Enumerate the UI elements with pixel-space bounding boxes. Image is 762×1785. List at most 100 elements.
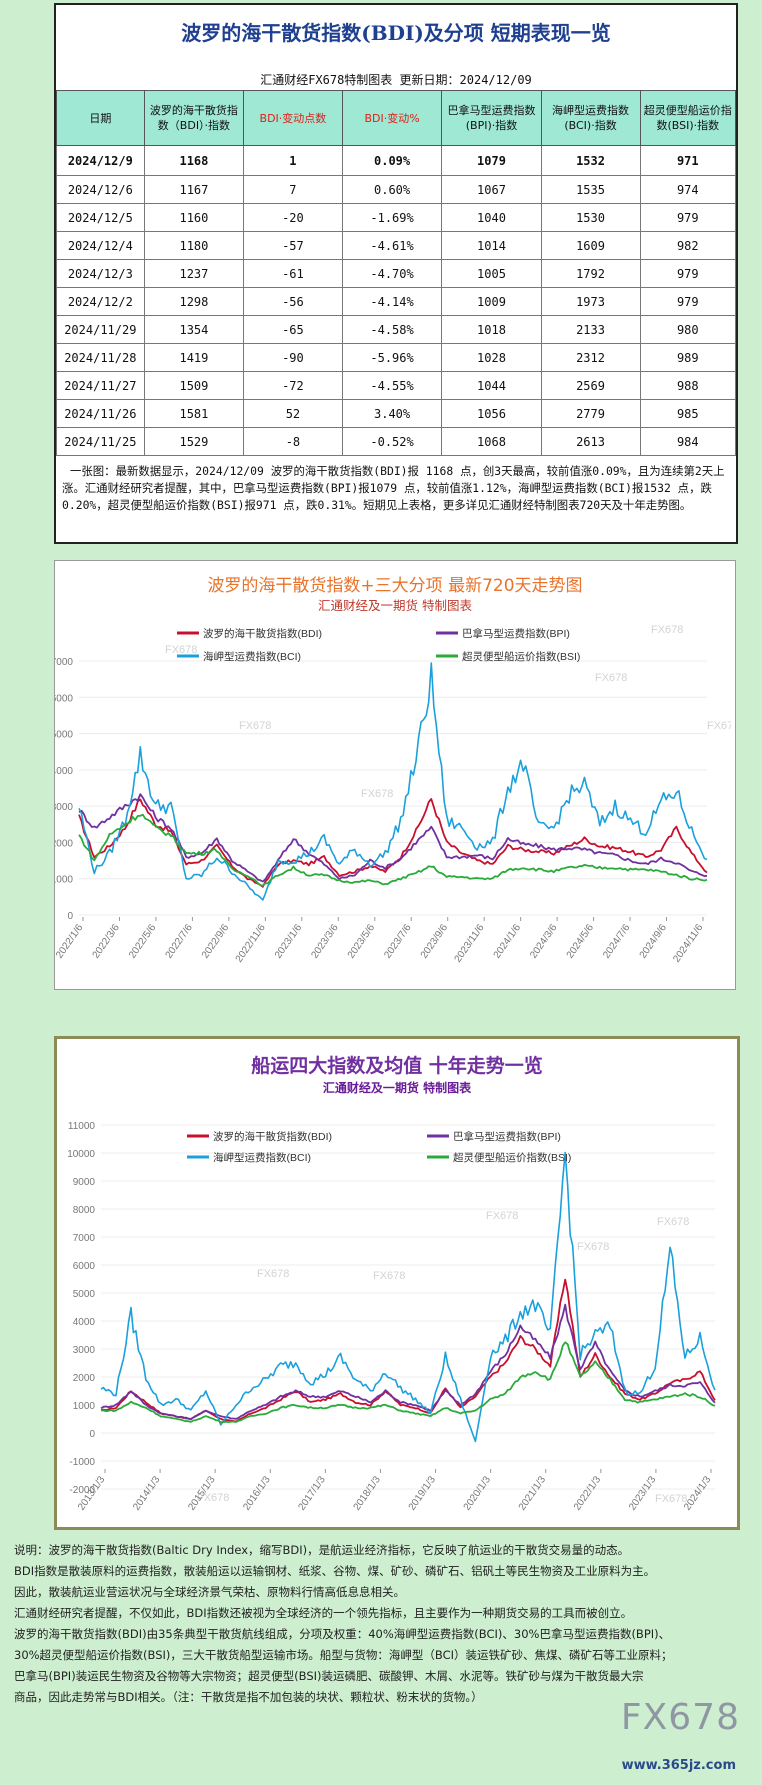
table-cell: 1028 bbox=[441, 343, 542, 372]
y-tick-label: 10000 bbox=[67, 1149, 95, 1160]
table-row: 2024/12/9 1168 1 0.09% 1079 1532 971 bbox=[56, 145, 737, 176]
watermark-text: FX678 bbox=[655, 1493, 687, 1505]
x-tick-label: 2017/1/3 bbox=[296, 1474, 328, 1513]
table-cell: 2024/11/25 bbox=[56, 427, 145, 456]
table-cell: 1079 bbox=[441, 145, 542, 176]
x-tick-label: 2024/5/6 bbox=[565, 922, 597, 961]
x-tick-label: 2024/7/6 bbox=[601, 922, 633, 961]
table-cell: -4.70% bbox=[341, 259, 443, 288]
col-date: 日期 bbox=[56, 90, 145, 146]
x-tick-label: 2022/9/6 bbox=[200, 922, 232, 961]
y-tick-label: 5000 bbox=[55, 730, 73, 741]
table-cell: 1009 bbox=[441, 287, 542, 316]
summary-table-panel: 波罗的海干散货指数(BDI)及分项 短期表现一览 汇通财经FX678特制图表 更… bbox=[54, 3, 738, 544]
x-tick-label: 2018/1/3 bbox=[352, 1474, 384, 1513]
x-tick-label: 2014/1/3 bbox=[131, 1474, 163, 1513]
legend-label: 超灵便型船运价指数(BSI) bbox=[453, 1151, 571, 1164]
watermark-text: FX678 bbox=[651, 624, 683, 636]
table-cell: 3.40% bbox=[341, 399, 443, 428]
y-tick-label: 0 bbox=[89, 1429, 95, 1440]
page-title: 波罗的海干散货指数(BDI)及分项 短期表现一览 bbox=[181, 21, 611, 45]
desc-line: BDI指数是散装原料的运费指数，散装船运以运输钢材、纸浆、谷物、煤、矿砂、磷矿石… bbox=[14, 1564, 656, 1578]
x-tick-label: 2023/5/6 bbox=[346, 922, 378, 961]
x-tick-label: 2023/3/6 bbox=[309, 922, 341, 961]
table-row: 2024/12/5 1160 -20 -1.69% 1040 1530 979 bbox=[56, 203, 737, 232]
legend-label: 波罗的海干散货指数(BDI) bbox=[203, 627, 322, 640]
bdi-table: 日期 波罗的海干散货指数（BDI）·指数 BDI·变动点数 BDI·变动% 巴拿… bbox=[56, 90, 737, 456]
table-cell: 2024/12/2 bbox=[56, 287, 145, 316]
table-cell: 1056 bbox=[441, 399, 542, 428]
desc-line: 30%超灵便型船运价指数(BSI)，三大干散货船型运输市场。船型与货物：海岬型（… bbox=[14, 1648, 673, 1662]
table-cell: 2312 bbox=[540, 343, 641, 372]
series-line-4 bbox=[78, 813, 708, 887]
table-cell: -65 bbox=[243, 315, 343, 344]
col-bsi: 超灵便型船运价指数(BSI)·指数 bbox=[639, 90, 737, 146]
table-cell: -61 bbox=[243, 259, 343, 288]
y-tick-label: 5000 bbox=[73, 1289, 96, 1300]
y-tick-label: 8000 bbox=[73, 1205, 96, 1216]
y-tick-label: 7000 bbox=[73, 1233, 96, 1244]
chart1-subtitle: 汇通财经及一期货 特制图表 bbox=[318, 598, 472, 613]
watermark-text: FX678 bbox=[657, 1216, 689, 1228]
table-row: 2024/11/29 1354 -65 -4.58% 1018 2133 980 bbox=[56, 315, 737, 344]
col-bpi: 巴拿马型运费指数(BPI)·指数 bbox=[441, 90, 542, 146]
chart1-svg: 0 1000 2000 3000 4000 5000 6000 7000 FX678 FX678 F… bbox=[55, 624, 731, 965]
table-cell: 2024/12/9 bbox=[56, 145, 145, 176]
table-row: 2024/12/2 1298 -56 -4.14% 1009 1973 979 bbox=[56, 287, 737, 316]
fx678-watermark: FX678 bbox=[620, 1697, 740, 1738]
table-cell: 2779 bbox=[540, 399, 641, 428]
table-row: 2024/11/28 1419 -90 -5.96% 1028 2312 989 bbox=[56, 343, 737, 372]
y-tick-label: 1000 bbox=[73, 1401, 96, 1412]
col-bdi-change: BDI·变动点数 bbox=[243, 90, 343, 146]
table-cell: 984 bbox=[639, 427, 737, 456]
x-tick-label: 2023/1/3 bbox=[627, 1474, 659, 1513]
table-cell: 2024/12/5 bbox=[56, 203, 145, 232]
col-bci: 海岬型运费指数(BCI)·指数 bbox=[540, 90, 641, 146]
x-tick-label: 2020/1/3 bbox=[462, 1474, 494, 1513]
x-tick-label: 2021/1/3 bbox=[517, 1474, 549, 1513]
table-cell: 2133 bbox=[540, 315, 641, 344]
watermark-text: FX678 bbox=[595, 672, 627, 684]
summary-note: 一张图：最新数据显示，2024/12/09 波罗的海干散货指数(BDI)报 11… bbox=[62, 464, 725, 512]
legend-label: 巴拿马型运费指数(BPI) bbox=[462, 627, 570, 640]
site-watermark: www.365jz.com bbox=[621, 1758, 736, 1773]
table-cell: 2024/12/3 bbox=[56, 259, 145, 288]
table-cell: -4.58% bbox=[341, 315, 443, 344]
table-cell: 1167 bbox=[143, 175, 245, 204]
x-tick-label: 2024/11/6 bbox=[671, 922, 705, 965]
table-cell: 985 bbox=[639, 399, 737, 428]
table-cell: 2024/12/6 bbox=[56, 175, 145, 204]
series-line-2 bbox=[100, 1303, 716, 1421]
update-subtitle: 汇通财经FX678特制图表 更新日期：2024/12/09 bbox=[260, 73, 532, 87]
desc-line: 波罗的海干散货指数(BDI)由35条典型干散货航线组成，分项及权重：40%海岬型… bbox=[14, 1627, 671, 1641]
y-tick-label: 2000 bbox=[55, 838, 73, 849]
table-cell: -57 bbox=[243, 231, 343, 260]
y-tick-label: 7000 bbox=[55, 657, 73, 668]
table-row: 2024/11/27 1509 -72 -4.55% 1044 2569 988 bbox=[56, 371, 737, 400]
legend-label: 巴拿马型运费指数(BPI) bbox=[453, 1130, 561, 1143]
table-cell: 1419 bbox=[143, 343, 245, 372]
x-tick-label: 2016/1/3 bbox=[241, 1474, 273, 1513]
x-tick-label: 2024/9/6 bbox=[638, 922, 670, 961]
chart2-svg: -2000 -1000 0 1000 2000 3000 4000 5000 6000 7000 8… bbox=[67, 1121, 716, 1513]
watermark-text: FX678 bbox=[707, 720, 731, 732]
table-row: 2024/12/6 1167 7 0.60% 1067 1535 974 bbox=[56, 175, 737, 204]
x-tick-label: 2023/1/6 bbox=[273, 922, 305, 961]
y-tick-label: -1000 bbox=[69, 1457, 95, 1468]
x-tick-label: 2022/11/6 bbox=[234, 922, 268, 965]
table-cell: 988 bbox=[639, 371, 737, 400]
table-row: 2024/12/4 1180 -57 -4.61% 1014 1609 982 bbox=[56, 231, 737, 260]
watermark-text: FX678 bbox=[361, 788, 393, 800]
y-tick-label: 4000 bbox=[73, 1317, 96, 1328]
table-cell: 2024/11/26 bbox=[56, 399, 145, 428]
x-tick-label: 2022/7/6 bbox=[164, 922, 196, 961]
table-row: 2024/11/25 1529 -8 -0.52% 1068 2613 984 bbox=[56, 427, 737, 456]
table-cell: 1005 bbox=[441, 259, 542, 288]
table-cell: -4.55% bbox=[341, 371, 443, 400]
table-cell: 52 bbox=[243, 399, 343, 428]
table-cell: 2569 bbox=[540, 371, 641, 400]
y-tick-label: 4000 bbox=[55, 766, 73, 777]
table-cell: 971 bbox=[639, 145, 737, 176]
legend-label: 海岬型运费指数(BCI) bbox=[213, 1151, 311, 1164]
x-tick-label: 2024/1/6 bbox=[492, 922, 524, 961]
